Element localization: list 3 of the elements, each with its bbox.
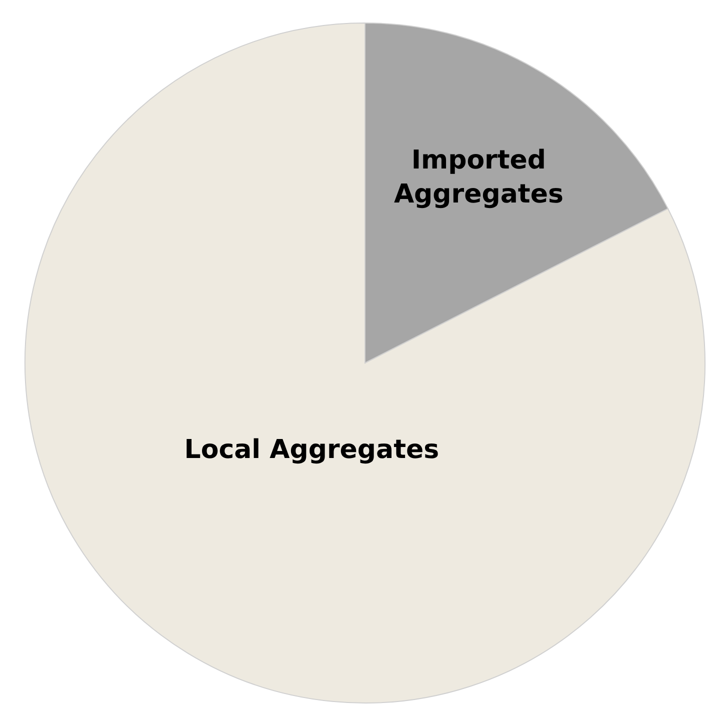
pie-slice — [24, 22, 706, 704]
slice-label: Imported Aggregates — [394, 145, 564, 210]
slice-label: Local Aggregates — [184, 434, 440, 465]
